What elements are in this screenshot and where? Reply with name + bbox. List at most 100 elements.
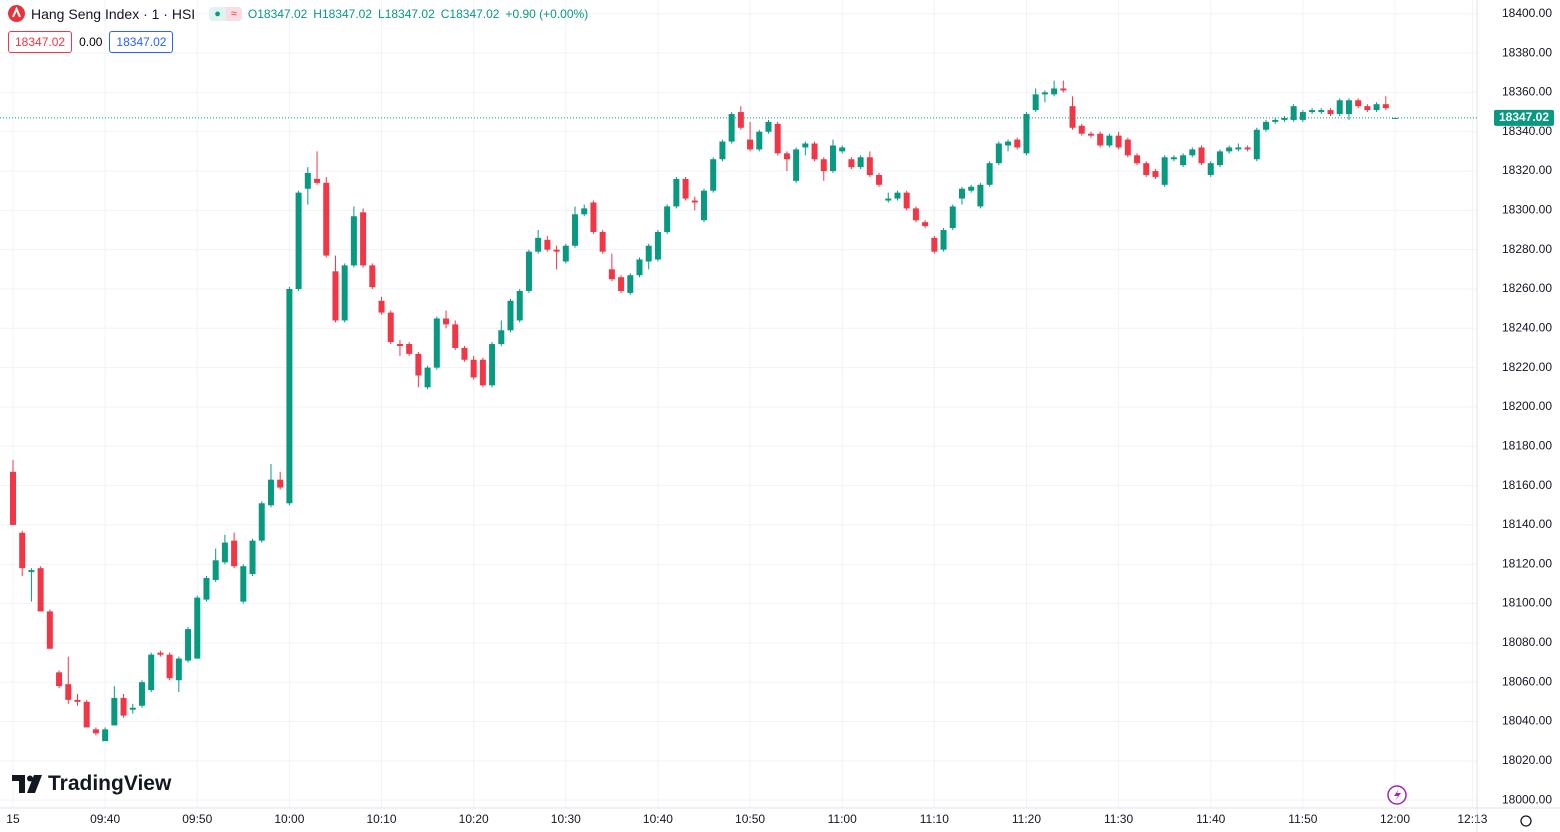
- candle-body: [682, 178, 689, 199]
- candle-body: [1152, 171, 1159, 177]
- candle-body: [83, 701, 90, 728]
- candle-body: [719, 141, 726, 160]
- candle-body: [212, 560, 219, 580]
- lightning-icon: [1387, 785, 1407, 805]
- candle-body: [1253, 129, 1260, 160]
- candle-body: [599, 231, 606, 252]
- x-tick-label: 10:50: [735, 812, 765, 826]
- candle-body: [1327, 110, 1334, 115]
- x-tick-label: 11:40: [1196, 812, 1225, 826]
- y-tick-label: 18300.00: [1502, 203, 1552, 217]
- candle-body: [793, 149, 800, 181]
- candle-body: [452, 324, 459, 348]
- candle-body: [820, 159, 827, 172]
- candle-body: [19, 532, 26, 569]
- candle-body: [461, 347, 468, 360]
- candle-body: [1216, 151, 1223, 166]
- candle-body: [9, 471, 16, 525]
- y-tick-label: 18280.00: [1502, 242, 1552, 256]
- candle-body: [415, 353, 422, 376]
- logo-text: TradingView: [48, 772, 172, 795]
- candle-body: [783, 153, 790, 160]
- candle-body: [525, 251, 532, 291]
- candle-body: [986, 163, 993, 185]
- legend-high: H18347.02: [313, 6, 373, 21]
- candle-body: [1281, 117, 1288, 120]
- candle-body: [1124, 139, 1131, 156]
- candle-body: [654, 231, 661, 260]
- status-badge[interactable]: ● ≈: [209, 6, 242, 21]
- symbol-title[interactable]: Hang Seng Index · 1 · HSI: [31, 5, 196, 22]
- candle-body: [857, 157, 864, 168]
- candle-body: [1005, 141, 1012, 146]
- candle-body: [1309, 110, 1316, 113]
- y-tick-label: 18360.00: [1502, 85, 1552, 99]
- candle-body: [203, 577, 210, 600]
- candle-body: [175, 658, 182, 681]
- candle-body: [636, 259, 643, 276]
- candle-body: [885, 198, 892, 201]
- candle-body: [1170, 157, 1177, 160]
- candle-body: [1382, 104, 1389, 109]
- candle-body: [1051, 88, 1058, 95]
- legend-low: L18347.02: [378, 6, 435, 21]
- candle-body: [166, 654, 173, 679]
- candle-body: [1299, 112, 1306, 120]
- candle-body: [120, 697, 127, 716]
- candle-body: [1106, 135, 1113, 146]
- candle-body: [802, 143, 809, 148]
- y-tick-label: 18040.00: [1502, 714, 1552, 728]
- candle-body: [977, 184, 984, 207]
- candle-body: [1272, 119, 1279, 122]
- y-tick-label: 18340.00: [1502, 124, 1552, 138]
- candle-body: [1373, 104, 1380, 111]
- legend-change: +0.90 (+0.00%): [505, 6, 589, 21]
- y-tick-label: 18160.00: [1502, 478, 1552, 492]
- candle-body: [1226, 147, 1233, 152]
- candle-body: [995, 143, 1002, 164]
- candle-body: [249, 540, 256, 575]
- y-tick-label: 18120.00: [1502, 556, 1552, 570]
- ask-badge[interactable]: 18347.02: [109, 31, 174, 53]
- logo-icon: [12, 775, 42, 793]
- candle-body: [341, 265, 348, 321]
- x-tick-label: 11:10: [920, 812, 949, 826]
- y-tick-label: 18020.00: [1502, 753, 1552, 767]
- logo[interactable]: TradingView: [12, 772, 171, 796]
- y-tick-label: 18260.00: [1502, 281, 1552, 295]
- y-tick-label: 18060.00: [1502, 674, 1552, 688]
- candle-body: [829, 145, 836, 172]
- candle-body: [737, 112, 744, 128]
- candle-body: [1364, 106, 1371, 111]
- candle-body: [65, 684, 72, 700]
- candle-body: [102, 729, 109, 742]
- candle-body: [839, 147, 846, 152]
- y-tick-label: 18100.00: [1502, 596, 1552, 610]
- candle-body: [618, 277, 625, 291]
- candle-body: [608, 269, 615, 280]
- candle-body: [185, 629, 192, 661]
- candle-body: [111, 697, 118, 726]
- x-tick-label: 09:50: [182, 812, 212, 826]
- candle-body: [1069, 106, 1076, 128]
- candle-body: [1180, 155, 1187, 166]
- candle-body: [728, 114, 735, 142]
- x-tick-label: 15: [6, 812, 20, 826]
- candle-body: [645, 245, 652, 262]
- candle-body: [498, 330, 505, 345]
- y-tick-label: 18000.00: [1502, 792, 1552, 806]
- candle-body: [74, 699, 81, 702]
- x-tick-label: 11:30: [1104, 812, 1133, 826]
- candle-body: [691, 200, 698, 203]
- candle-body: [516, 290, 523, 321]
- candle-body: [544, 239, 551, 250]
- candle-body: [700, 190, 707, 221]
- candle-body: [1060, 88, 1067, 91]
- candle-body: [1041, 92, 1048, 95]
- legend-open: O18347.02: [247, 6, 308, 21]
- candle-body: [581, 208, 588, 215]
- candle-body: [396, 344, 403, 347]
- candle-body: [553, 249, 560, 252]
- bid-badge[interactable]: 18347.02: [8, 31, 73, 53]
